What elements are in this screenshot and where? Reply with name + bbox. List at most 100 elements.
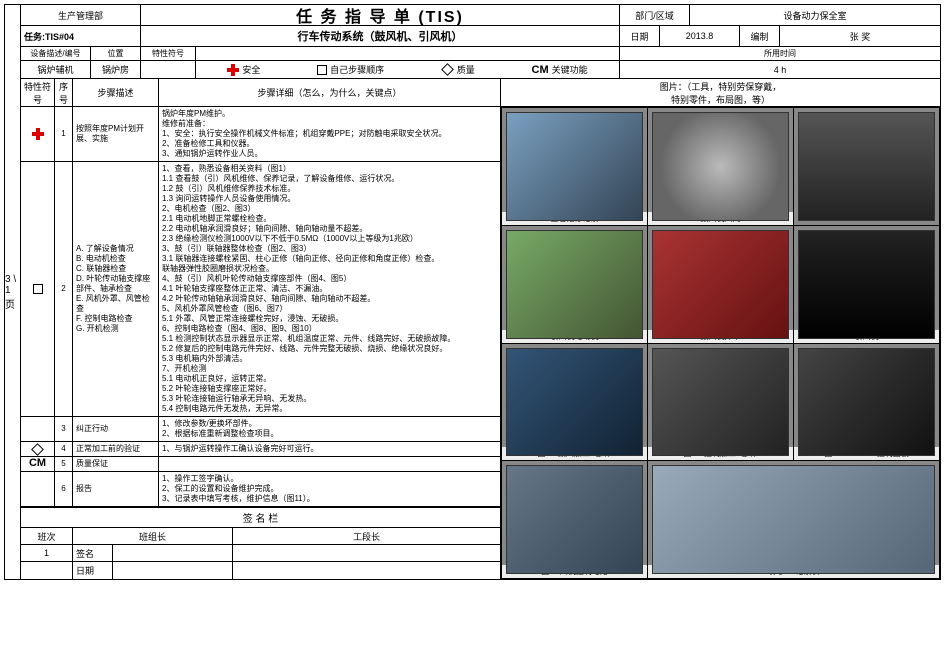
photo-placeholder [506, 230, 643, 339]
photo-cell: 图7—控制加工zi部件 [648, 344, 793, 461]
step-row: 1按照年度PM计划开展、实施锅炉年度PM维护。 维修前准备： 1、安全：执行安全… [21, 107, 500, 162]
sig-name-leader[interactable] [113, 545, 233, 561]
step-symbol: CM [21, 457, 55, 471]
step-row: 2A. 了解设备情况 B. 电动机检查 C. 联轴器检查 D. 叶轮传动轴支撑座… [21, 162, 500, 417]
doc-title: 任 务 指 导 单 (TIS) [141, 5, 620, 25]
signature-block: 签 名 栏 班次 班组长 工段长 1 签名 日期 [21, 507, 500, 579]
sig-name-foreman[interactable] [233, 545, 500, 561]
photos-column: 图片：（工具，特别劳保穿戴， 特别零件，布局图，等） 查看维修记录鼓风机风门引风… [501, 79, 940, 579]
content: 特性符号 序号 步骤描述 步骤详细（怎么，为什么，关键点） 1按照年度PM计划开… [21, 79, 940, 579]
step-desc: A. 了解设备情况 B. 电动机检查 C. 联轴器检查 D. 叶轮传动轴支撑座部… [73, 162, 159, 416]
diamond-icon [441, 63, 454, 76]
photo-placeholder [506, 348, 643, 457]
photos-grid: 查看维修记录鼓风机风门引风机电动机鼓风机外罩引风机图6—鼓风加工zi部件图7—控… [501, 107, 940, 579]
loc-label: 位置 [91, 47, 141, 60]
photo-placeholder [652, 112, 789, 221]
photo-cell: 查看维修记录 [502, 108, 647, 225]
legend-step-label: 自己步骤顺序 [330, 63, 384, 76]
sig-date-leader[interactable] [113, 562, 233, 579]
header-row-2: 任务:TIS#04 行车传动系统（鼓风机、引风机） 日期 2013.8 编制 张… [21, 26, 940, 47]
step-symbol [21, 162, 55, 416]
step-desc: 按照年度PM计划开展、实施 [73, 107, 159, 161]
legend-quality-label: 质量 [457, 63, 475, 76]
photo-cell [794, 108, 939, 225]
sig-date-label: 日期 [73, 562, 113, 579]
step-num: 4 [55, 442, 73, 456]
time-value: 4 h [620, 61, 940, 78]
photo-placeholder [652, 465, 935, 574]
step-row: 4正常加工前的验证1、与锅炉运转操作工确认设备完好可运行。 [21, 442, 500, 457]
legend-quality: 质量 [441, 63, 475, 76]
author-value: 张 奖 [780, 26, 940, 46]
cm-icon: CM [29, 457, 46, 471]
photo-cell: 图6—鼓风加工zi部件 [502, 344, 647, 461]
photo-placeholder [798, 348, 935, 457]
photo-cell: 图11 风机控制电路 [502, 461, 647, 578]
legend-step: 自己步骤顺序 [317, 63, 384, 76]
red-plus-icon [32, 128, 44, 140]
step-detail: 1、查看，熟悉设备相关资料（图1） 1.1 查看鼓（引）风机维修、保养记录，了解… [159, 162, 500, 416]
step-row: 3纠正行动1、修改参数/更换坏部件。 2、根据标准重新调整检查项目。 [21, 417, 500, 442]
task-name: 行车传动系统（鼓风机、引风机） [141, 26, 620, 46]
steps-column: 特性符号 序号 步骤描述 步骤详细（怎么，为什么，关键点） 1按照年度PM计划开… [21, 79, 501, 579]
page-tab: 3 \ 1 页 [5, 5, 21, 579]
step-detail: 1、操作工签字确认。 2、保工的设置和设备维护完成。 3、记录表中填写考核，维护… [159, 472, 500, 506]
step-num: 6 [55, 472, 73, 506]
legend-cm-label: 关键功能 [552, 63, 588, 76]
step-row: 6报告1、操作工签字确认。 2、保工的设置和设备维护完成。 3、记录表中填写考核… [21, 472, 500, 507]
photo-cell: 引风机 [794, 226, 939, 343]
col-sym: 特性符号 [21, 79, 55, 106]
photo-placeholder [506, 112, 643, 221]
date-value: 2013.8 [660, 26, 740, 46]
sig-shift-label: 班次 [21, 528, 73, 544]
photo-placeholder [798, 230, 935, 339]
area-label: 部门/区域 [620, 5, 690, 25]
red-plus-icon [227, 64, 239, 76]
time-label: 所用时间 [620, 47, 940, 60]
char-label: 特性符号 [141, 47, 196, 60]
black-square-icon [317, 65, 327, 75]
header-row-4: 锅炉辅机 锅炉房 安全 自己步骤顺序 质量 CM关键功能 4 h [21, 61, 940, 79]
photo-cell: 鼓风机风门 [648, 108, 793, 225]
photo-cell: 图8—siemens 控制面板 [794, 344, 939, 461]
photo-placeholder [652, 348, 789, 457]
step-symbol [21, 442, 55, 456]
col-desc: 步骤描述 [73, 79, 159, 106]
step-num: 3 [55, 417, 73, 441]
char-blank [141, 61, 196, 78]
legend-safety: 安全 [227, 63, 260, 76]
steps-body: 1按照年度PM计划开展、实施锅炉年度PM维护。 维修前准备： 1、安全：执行安全… [21, 107, 500, 507]
step-detail: 1、修改参数/更换坏部件。 2、根据标准重新调整检查项目。 [159, 417, 500, 441]
step-num: 5 [55, 457, 73, 471]
step-detail [159, 457, 500, 471]
equip-label: 设备描述/编号 [21, 47, 91, 60]
col-photo: 图片：（工具，特别劳保穿戴， 特别零件，布局图，等） [501, 79, 940, 106]
step-desc: 报告 [73, 472, 159, 506]
step-num: 2 [55, 162, 73, 416]
author-label: 编制 [740, 26, 780, 46]
step-symbol [21, 472, 55, 506]
step-row: CM5质量保证 [21, 457, 500, 472]
step-num: 1 [55, 107, 73, 161]
loc-value: 锅炉房 [91, 61, 141, 78]
step-desc: 纠正行动 [73, 417, 159, 441]
legend: 安全 自己步骤顺序 质量 CM关键功能 [196, 61, 620, 78]
task-label: 任务:TIS#04 [21, 26, 141, 46]
step-symbol [21, 107, 55, 161]
header-row-3: 设备描述/编号 位置 特性符号 所用时间 [21, 47, 940, 61]
sig-shift-blank [21, 562, 73, 579]
legend-spacer [196, 47, 620, 60]
legend-safety-label: 安全 [242, 63, 260, 76]
sig-leader-label: 班组长 [73, 528, 233, 544]
sig-date-foreman[interactable] [233, 562, 500, 579]
sig-title: 签 名 栏 [21, 508, 500, 528]
diamond-icon [31, 443, 44, 456]
photo-placeholder [798, 112, 935, 221]
col-num: 序号 [55, 79, 73, 106]
photo-cell: 填写PM记录表 [648, 461, 939, 578]
header-row-1: 生产管理部 任 务 指 导 单 (TIS) 部门/区域 设备动力保全室 [21, 5, 940, 26]
date-label: 日期 [620, 26, 660, 46]
col-det: 步骤详细（怎么，为什么，关键点） [159, 79, 500, 106]
photo-cell: 引风机电动机 [502, 226, 647, 343]
area-value: 设备动力保全室 [690, 5, 940, 25]
